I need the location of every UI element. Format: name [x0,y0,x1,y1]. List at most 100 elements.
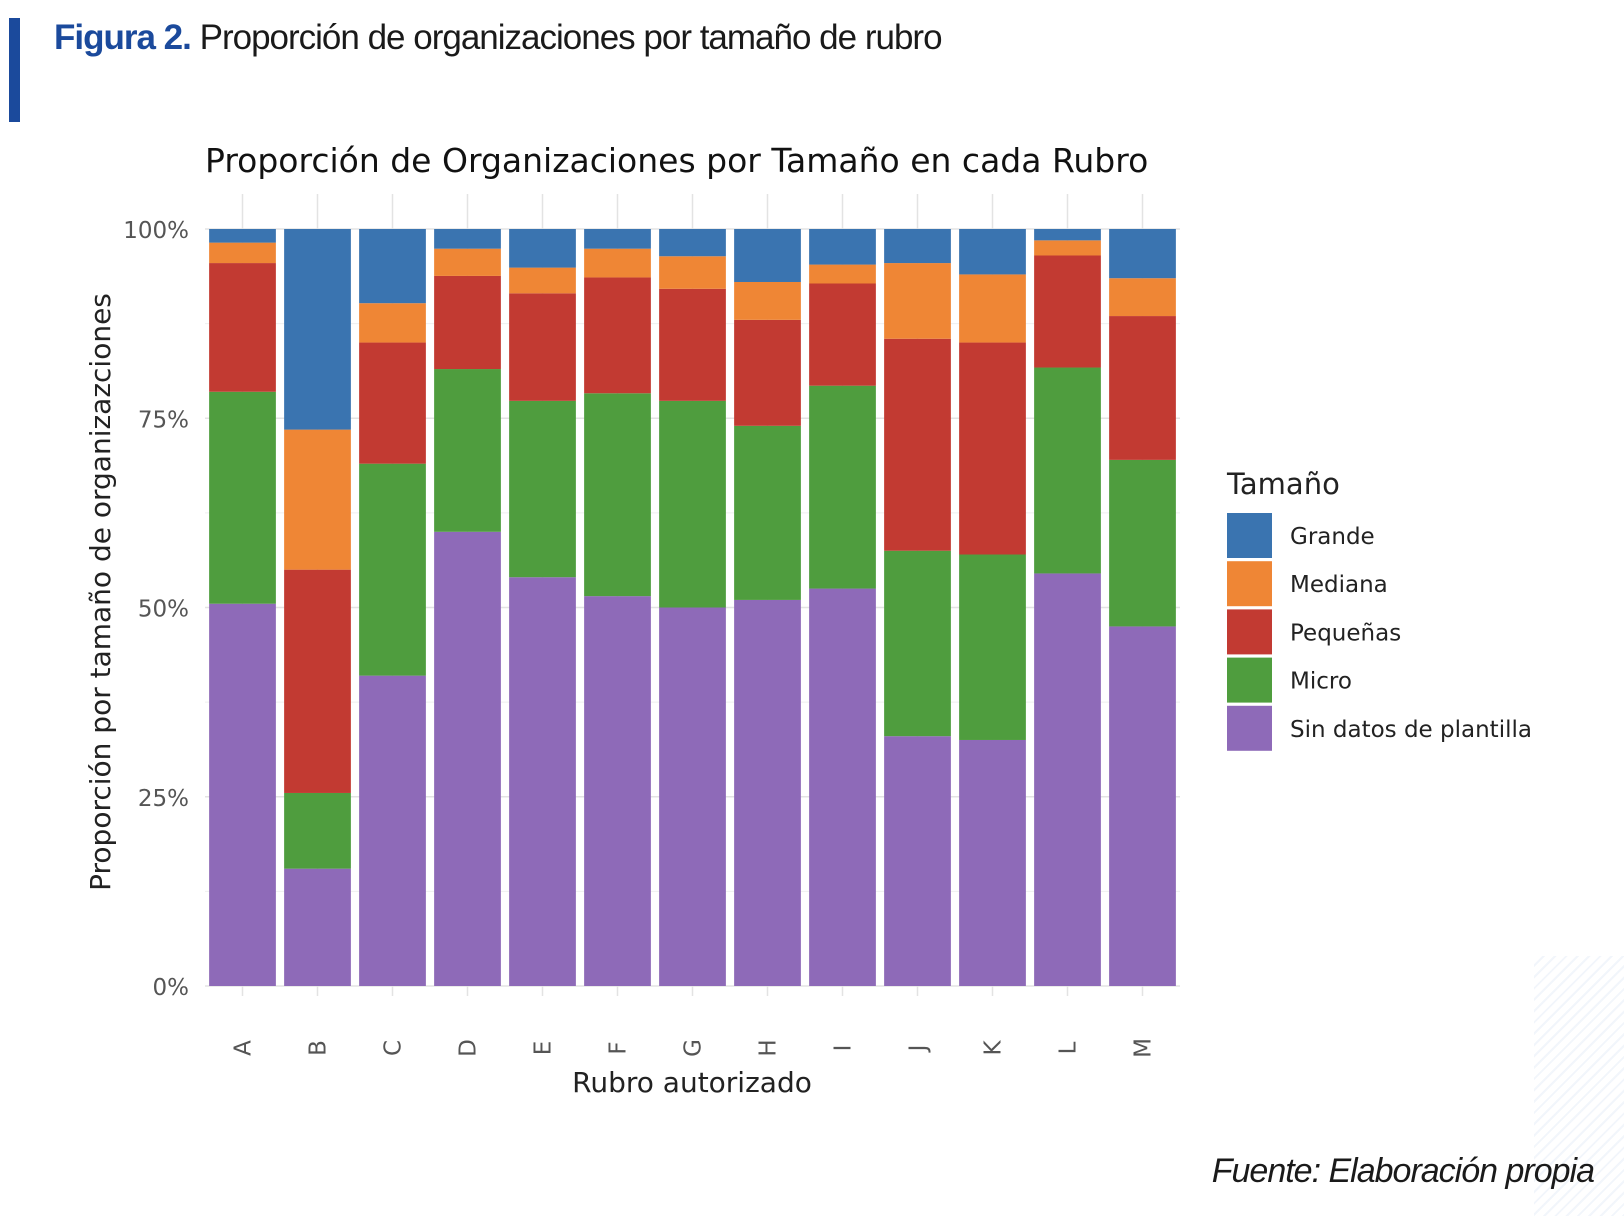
bar-f-mediana [584,248,651,278]
bar-j-grande [884,229,951,264]
source-note: Fuente: Elaboración propia [1211,1152,1595,1190]
bar-i-micro [809,385,876,589]
x-tick-label: A [231,1040,257,1056]
bar-i-mediana [809,264,876,284]
bar-b-sin-datos-de-plantilla [284,868,351,986]
bar-l-grande [1034,229,1101,241]
bar-h-pequeñas [734,319,801,426]
bar-j-micro [884,550,951,737]
bar-c-grande [359,229,426,304]
bar-d-sin-datos-de-plantilla [434,531,501,986]
legend-swatch [1227,561,1272,607]
bar-j-pequeñas [884,338,951,551]
x-axis-title: Rubro autorizado [572,1066,812,1099]
legend-label: Micro [1290,669,1352,695]
bar-l-sin-datos-de-plantilla [1034,573,1101,986]
legend-label: Mediana [1290,572,1388,598]
bar-l-mediana [1034,240,1101,256]
x-tick-label: J [906,1045,932,1054]
bar-e-micro [509,400,576,578]
bar-g-micro [659,400,726,608]
bar-j-mediana [884,263,951,339]
y-axis-title: Proporción por tamaño de organizazciones [84,293,117,891]
figure-label: Figura 2. [54,18,192,57]
bar-a-micro [209,391,276,604]
bar-c-micro [359,463,426,676]
bar-k-sin-datos-de-plantilla [959,739,1026,986]
bar-h-sin-datos-de-plantilla [734,599,801,986]
bar-e-mediana [509,267,576,294]
bar-b-grande [284,229,351,430]
bar-k-mediana [959,274,1026,343]
chart-title: Proporción de Organizaciones por Tamaño … [205,141,1148,180]
bar-d-grande [434,229,501,249]
y-tick-label: 0% [153,975,190,1001]
bar-l-micro [1034,367,1101,574]
bar-e-sin-datos-de-plantilla [509,577,576,986]
bar-d-pequeñas [434,275,501,370]
figure-caption: Figura 2. Proporción de organizaciones p… [54,18,943,58]
bar-i-grande [809,229,876,265]
bar-i-sin-datos-de-plantilla [809,588,876,986]
bar-k-pequeñas [959,342,1026,555]
y-axis: 0% 25% 50% 75% 100% [123,218,189,1001]
bar-a-sin-datos-de-plantilla [209,603,276,986]
bar-d-micro [434,369,501,532]
bar-f-micro [584,393,651,597]
legend: Tamaño Grande Mediana Pequeñas Micro Sin dat… [1226,467,1532,751]
bar-m-sin-datos-de-plantilla [1109,626,1176,986]
bar-k-micro [959,554,1026,740]
bar-h-grande [734,229,801,282]
bar-j-sin-datos-de-plantilla [884,736,951,986]
bar-c-pequeñas [359,342,426,464]
bar-c-sin-datos-de-plantilla [359,675,426,986]
legend-swatch [1227,513,1272,558]
bar-h-mediana [734,281,801,320]
bar-a-grande [209,229,276,243]
bar-i-pequeñas [809,283,876,386]
x-tick-label: H [756,1039,782,1056]
legend-label: Grande [1290,524,1375,550]
accent-bar [9,18,20,122]
x-tick-label: M [1131,1038,1157,1058]
bars [209,229,1176,986]
y-tick-label: 100% [123,218,189,244]
bar-a-pequeñas [209,263,276,392]
bar-d-mediana [434,248,501,276]
bar-a-mediana [209,242,276,264]
legend-title: Tamaño [1226,467,1340,501]
legend-swatch [1227,657,1272,703]
bar-g-sin-datos-de-plantilla [659,607,726,986]
bar-m-grande [1109,229,1176,279]
x-tick-label: D [456,1039,482,1057]
legend-label: Pequeñas [1290,620,1401,646]
bar-m-mediana [1109,278,1176,317]
bar-e-grande [509,229,576,268]
x-tick-label: I [831,1045,857,1052]
y-tick-label: 50% [138,597,189,623]
bar-b-pequeñas [284,569,351,793]
bar-c-mediana [359,303,426,343]
x-axis: A B C D E F G H I J K L M [231,1038,1157,1058]
decorative-pattern [1534,956,1624,1216]
x-tick-label: B [306,1040,332,1056]
x-tick-label: K [981,1040,1007,1056]
bar-f-sin-datos-de-plantilla [584,596,651,986]
bar-g-grande [659,229,726,257]
x-tick-label: C [381,1040,407,1056]
x-tick-label: G [681,1039,707,1057]
bar-h-micro [734,425,801,600]
figure-title: Proporción de organizaciones por tamaño … [199,18,943,57]
bar-m-pequeñas [1109,316,1176,460]
bar-f-pequeñas [584,277,651,394]
y-tick-label: 25% [138,786,189,812]
bar-m-micro [1109,459,1176,627]
bar-b-micro [284,792,351,869]
bar-k-grande [959,229,1026,275]
bar-g-pequeñas [659,288,726,401]
legend-swatch [1227,609,1272,655]
bar-l-pequeñas [1034,255,1101,368]
x-tick-label: F [606,1041,632,1054]
bar-f-grande [584,229,651,249]
